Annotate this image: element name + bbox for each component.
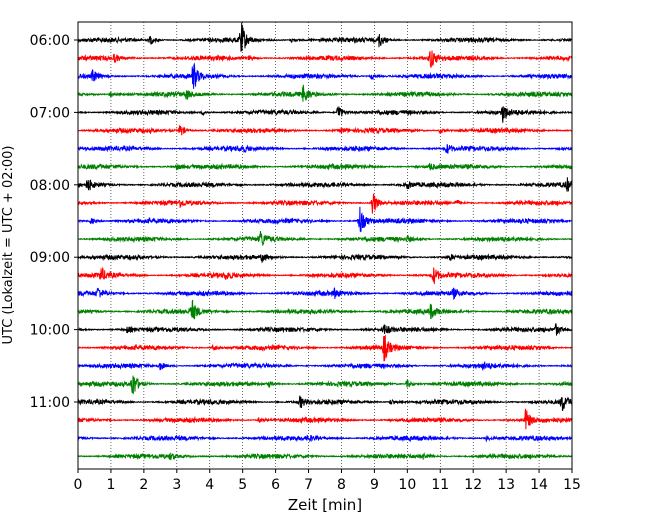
x-tick-label-0: 0 xyxy=(74,477,83,493)
y-tick-label-06:00: 06:00 xyxy=(30,33,70,49)
y-tick-label-11:00: 11:00 xyxy=(30,395,70,411)
trace-0830 xyxy=(77,206,573,233)
x-tick-label-5: 5 xyxy=(238,477,247,493)
trace-0645 xyxy=(77,84,573,102)
trace-0615 xyxy=(77,50,573,68)
x-tick-label-9: 9 xyxy=(370,477,379,493)
x-tick-label-13: 13 xyxy=(497,477,515,493)
grid-lines xyxy=(110,22,540,469)
plot-frame xyxy=(77,21,573,470)
trace-1000 xyxy=(77,323,573,336)
trace-0715 xyxy=(77,125,573,136)
trace-1030 xyxy=(77,361,573,371)
trace-1015 xyxy=(77,334,573,362)
trace-0745 xyxy=(77,162,573,171)
x-axis: 0 1 2 3 4 5 6 7 8 9 10 11 12 13 14 15 xyxy=(74,469,581,493)
plot-background xyxy=(78,22,572,469)
trace-0700 xyxy=(77,106,573,123)
y-tick-label-07:00: 07:00 xyxy=(30,105,70,121)
x-tick-label-15: 15 xyxy=(563,477,581,493)
y-tick-label-09:00: 09:00 xyxy=(30,250,70,266)
trace-1115 xyxy=(77,408,573,430)
x-tick-label-1: 1 xyxy=(106,477,115,493)
trace-0630 xyxy=(77,62,573,89)
y-axis-label: UTC (Lokalzeit = UTC + 02:00) xyxy=(1,146,16,345)
y-axis: 06:00 07:00 08:00 09:00 10:00 11:00 xyxy=(30,33,78,411)
trace-0815 xyxy=(77,193,573,214)
trace-1145 xyxy=(77,452,573,461)
trace-0945 xyxy=(77,299,573,320)
trace-1045 xyxy=(77,375,573,395)
x-tick-label-12: 12 xyxy=(464,477,482,493)
trace-0930 xyxy=(77,287,573,301)
trace-0600 xyxy=(77,22,573,52)
x-tick-label-8: 8 xyxy=(337,477,346,493)
trace-1130 xyxy=(77,434,573,443)
x-tick-label-2: 2 xyxy=(139,477,148,493)
x-tick-label-7: 7 xyxy=(304,477,313,493)
x-tick-label-11: 11 xyxy=(431,477,449,493)
x-tick-label-10: 10 xyxy=(398,477,416,493)
x-tick-label-6: 6 xyxy=(271,477,280,493)
x-tick-label-14: 14 xyxy=(530,477,548,493)
x-axis-label: Zeit [min] xyxy=(288,496,362,514)
y-tick-label-08:00: 08:00 xyxy=(30,178,70,194)
trace-0730 xyxy=(77,144,573,154)
trace-0900 xyxy=(77,253,573,263)
y-tick-label-10:00: 10:00 xyxy=(30,323,70,339)
seismogram-traces xyxy=(77,22,573,461)
trace-0800 xyxy=(77,177,573,192)
trace-1100 xyxy=(77,395,573,411)
trace-0845 xyxy=(77,230,573,246)
x-tick-label-4: 4 xyxy=(205,477,214,493)
x-tick-label-3: 3 xyxy=(172,477,181,493)
trace-0915 xyxy=(77,266,573,285)
